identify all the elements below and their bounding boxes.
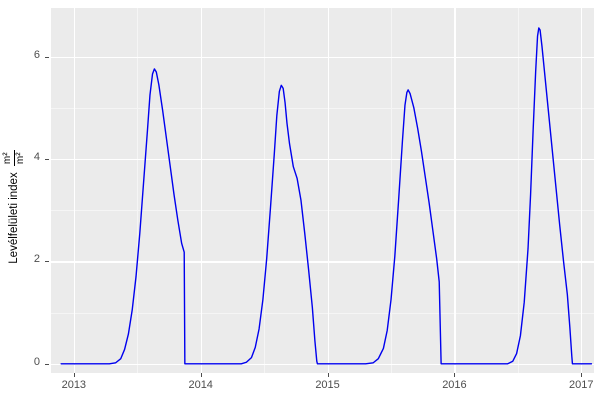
- x-axis-tick-label: 2016: [442, 379, 467, 391]
- gridline-major-vertical: [581, 8, 583, 373]
- series-line-lai: [60, 27, 593, 365]
- gridline-major-horizontal: [51, 261, 594, 263]
- series-layer: [60, 27, 593, 365]
- y-axis-tick-mark: [45, 261, 49, 263]
- gridline-major-vertical: [454, 8, 456, 373]
- gridline-major-vertical: [200, 8, 202, 373]
- x-axis-tick-label: 2014: [188, 379, 213, 391]
- gridline-minor-horizontal: [51, 312, 594, 314]
- x-axis-tick-mark: [454, 373, 456, 377]
- y-axis-tick-label: 0: [33, 355, 40, 368]
- y-axis-title-text: Levélfelületi index: [8, 172, 20, 264]
- gridline-minor-horizontal: [51, 107, 594, 109]
- y-axis-tick-label: 2: [33, 253, 40, 266]
- y-axis-tick-mark: [45, 56, 49, 58]
- y-axis-tick-label: 4: [33, 151, 40, 164]
- gridline-minor-horizontal: [51, 210, 594, 211]
- x-axis-tick-mark: [200, 373, 202, 377]
- gridline-major-vertical: [327, 8, 329, 373]
- x-axis-tick-mark: [73, 373, 75, 377]
- y-axis-tick-label: 6: [33, 48, 40, 61]
- gridline-major-vertical: [73, 8, 76, 373]
- gridline-minor-vertical: [517, 8, 519, 373]
- x-axis-tick-label: 2013: [61, 379, 87, 391]
- gridline-minor-vertical: [137, 8, 138, 373]
- y-axis-tick-mark: [45, 159, 49, 161]
- gridline-minor-vertical: [391, 8, 392, 373]
- x-axis-tick-label: 2017: [569, 379, 594, 391]
- y-axis-tick-mark: [45, 363, 49, 365]
- plot-panel: [51, 8, 594, 373]
- gridline-minor-vertical: [264, 8, 265, 373]
- x-axis-tick-mark: [327, 373, 329, 377]
- x-axis-tick-mark: [581, 373, 583, 377]
- x-axis-tick-label: 2015: [315, 379, 340, 391]
- gridline-major-horizontal: [51, 159, 594, 161]
- gridline-major-horizontal: [51, 56, 594, 58]
